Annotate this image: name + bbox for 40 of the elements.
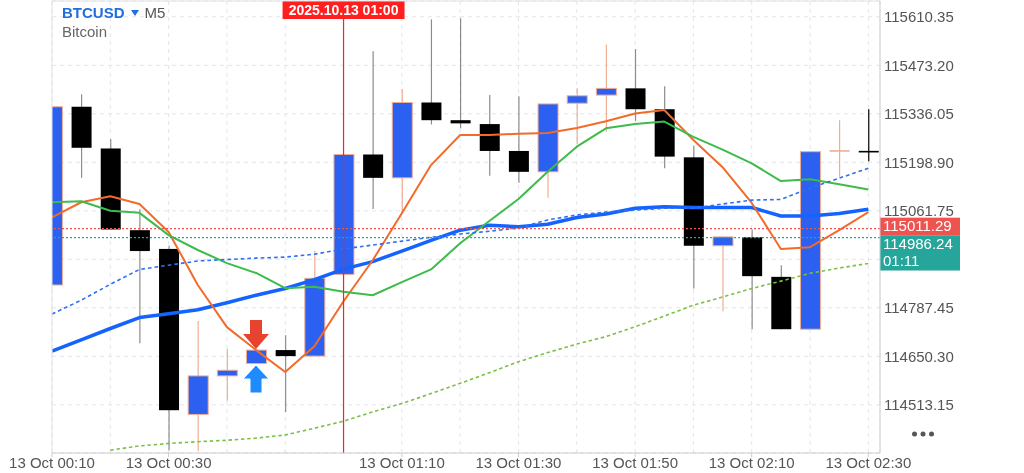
annotation: M5 [144,3,166,22]
candlestick [363,50,384,210]
line-series [109,262,870,451]
x-tick-label: 13 Oct 01:50 [592,454,679,471]
candlestick [508,95,529,184]
candlestick [857,108,880,162]
text: Bitcoin [62,22,109,41]
ref-line-label: 2025.10.13 01:00 [288,2,399,18]
x-tick-label: 13 Oct 00:30 [125,454,212,471]
candlestick [625,48,646,122]
candlestick [421,18,442,126]
y-tick-label: 115061.75 [884,202,954,220]
y-tick-label: 114513.15 [884,396,954,414]
line-series [52,167,870,315]
y-tick-label: 115473.20 [884,56,954,74]
x-tick-label: 13 Oct 02:30 [825,454,912,471]
candlestick [595,43,617,133]
x-tick-label: 13 Oct 01:10 [358,454,445,471]
candlestick [566,87,588,145]
candlestick [129,208,150,344]
y-tick-label: 115610.35 [884,8,954,26]
text: 01:11 [883,252,920,270]
x-tick-label: 13 Oct 00:10 [9,454,95,471]
chart-title: BTCUSD [62,3,125,22]
candlestick [275,334,296,413]
line-series [52,120,870,297]
y-tick-label: 114787.45 [884,299,954,317]
ref-line-label: 114986.24 [883,235,953,253]
y-tick-label: 114650.30 [884,347,954,365]
x-tick-label: 13 Oct 02:10 [708,454,795,471]
candlestick [216,348,238,402]
line-series [52,108,870,374]
y-tick-label: 115336.05 [884,105,954,123]
ref-line-label: 115011.29 [883,217,952,235]
candlestick [712,236,734,312]
x-tick-label: 13 Oct 01:30 [475,454,562,471]
candlestick [828,119,851,178]
candlestick [450,17,471,129]
y-tick-label: 115198.90 [884,153,954,171]
line-series [52,205,871,353]
